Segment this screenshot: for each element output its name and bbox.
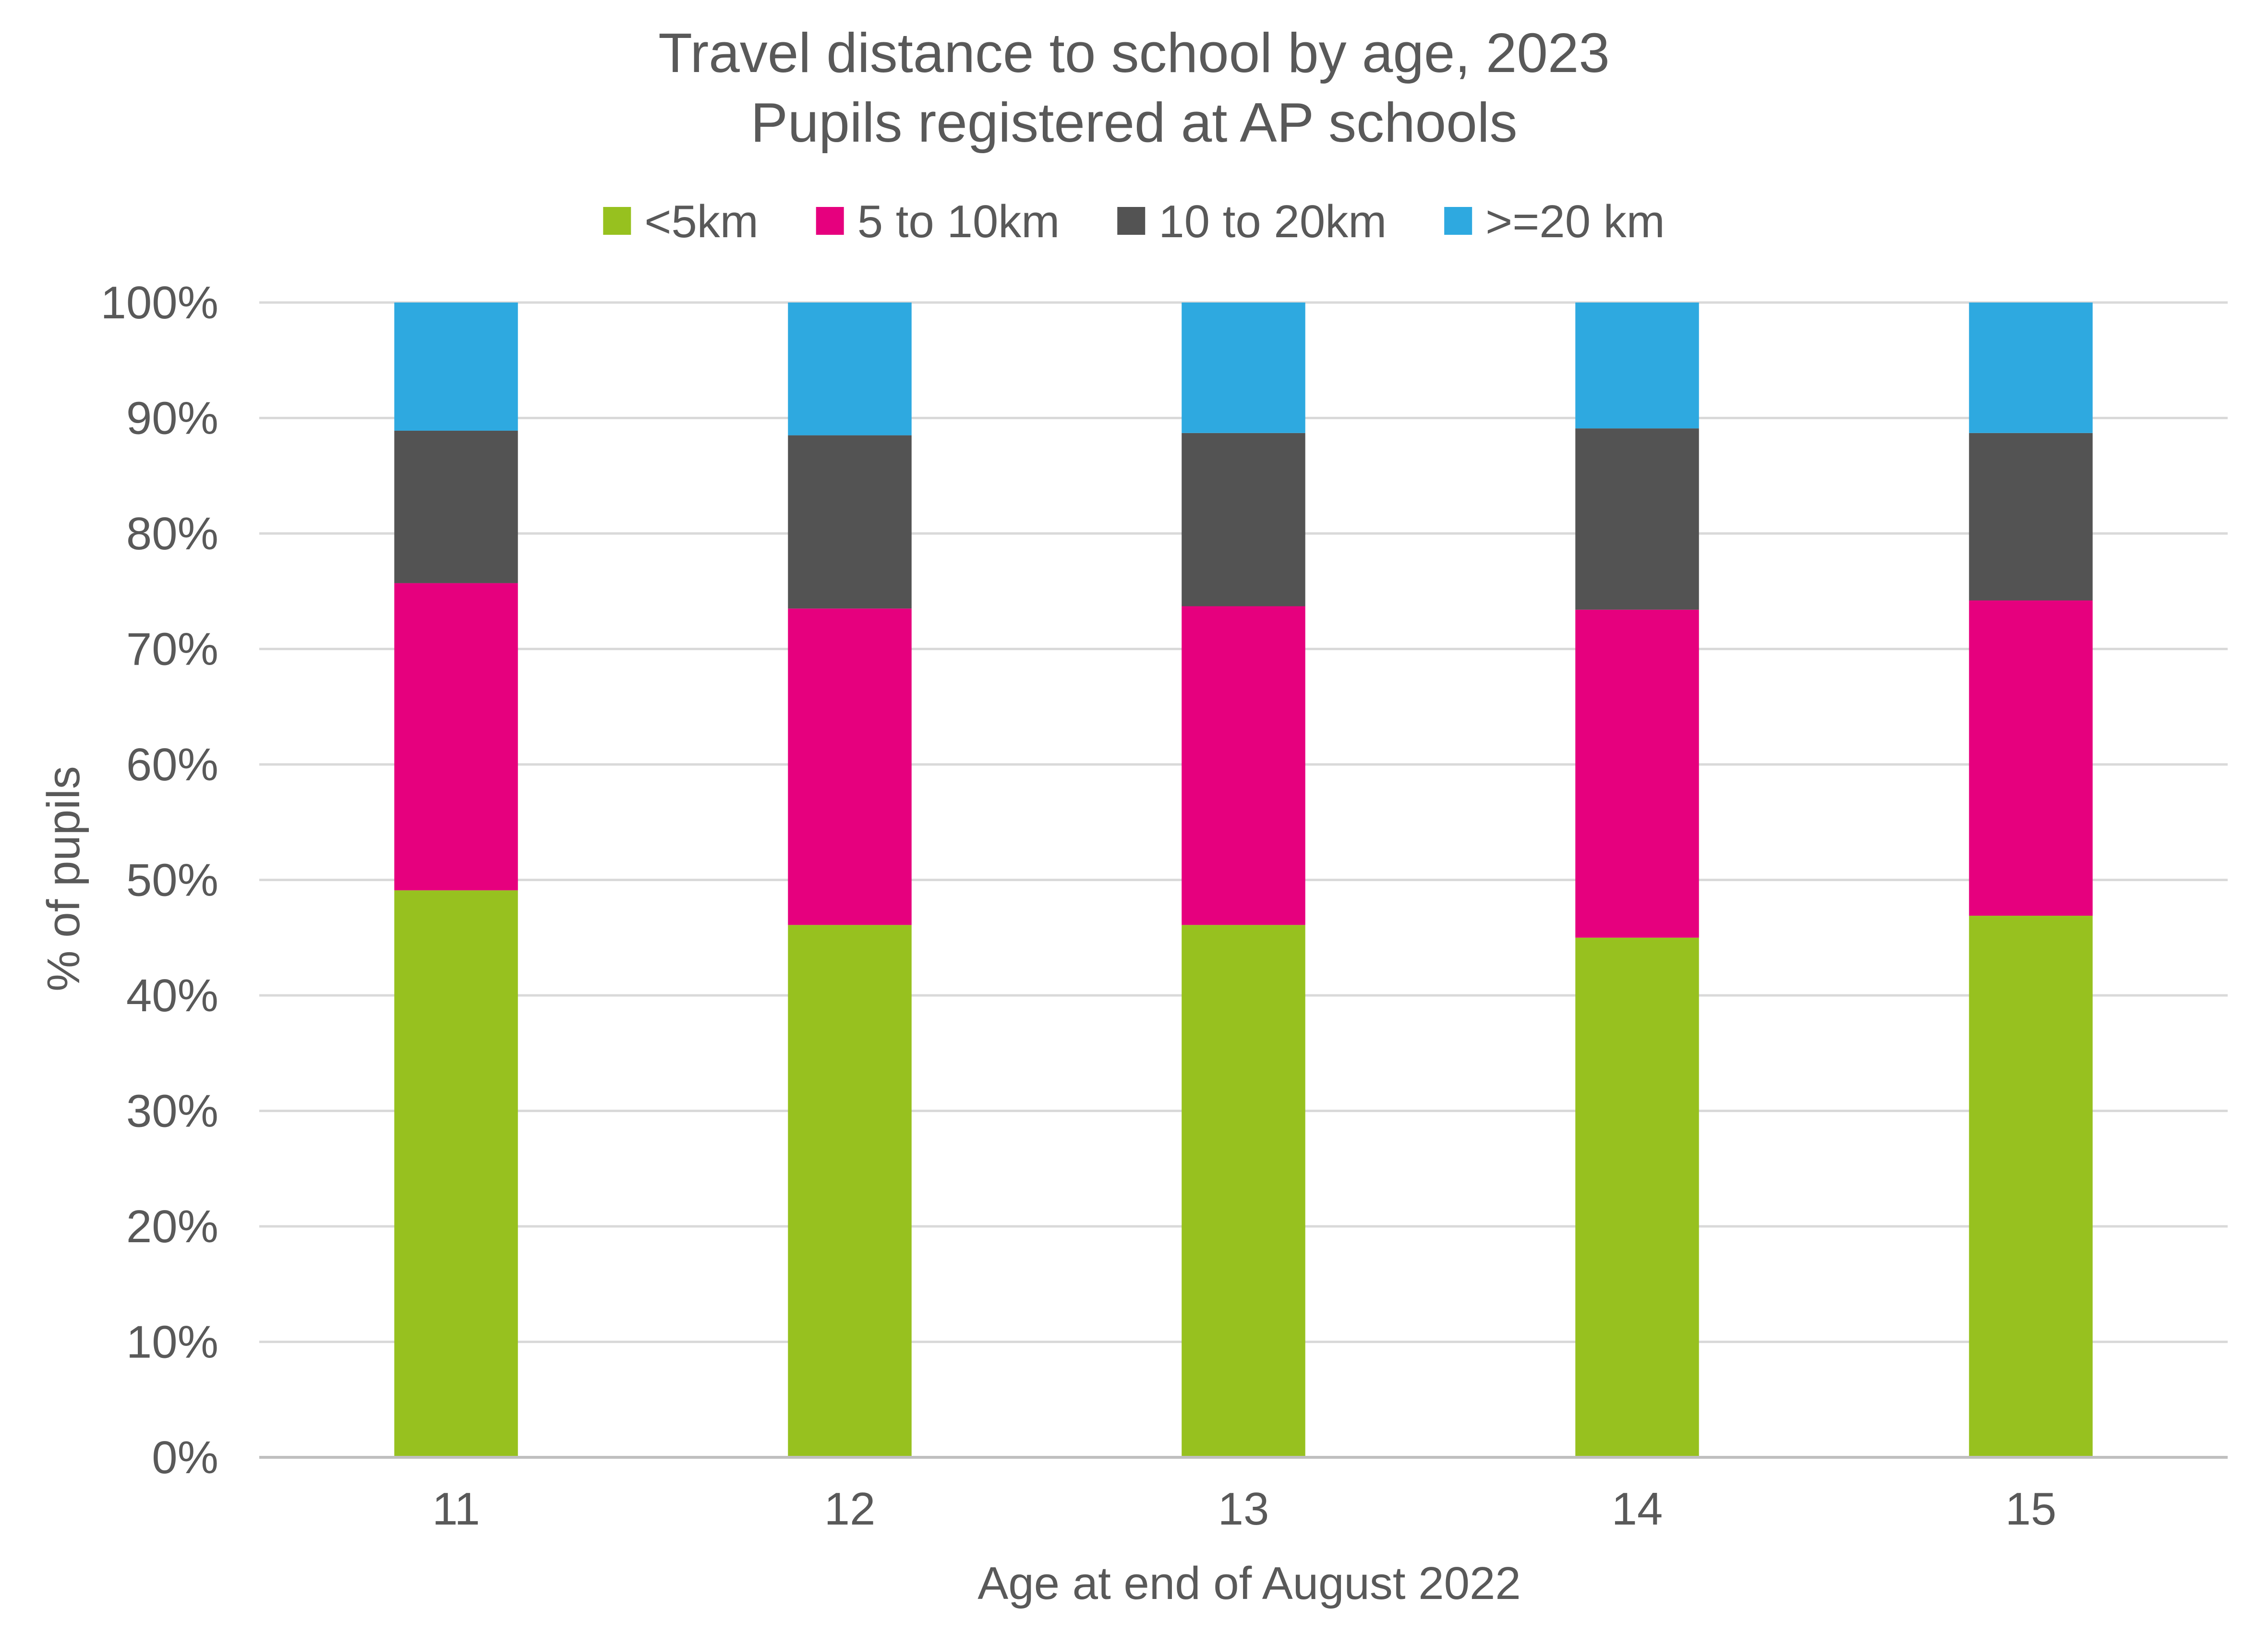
x-tick-label: 14: [1612, 1483, 1663, 1535]
chart-subtitle: Pupils registered at AP schools: [751, 91, 1518, 154]
x-tick-label: 12: [824, 1483, 876, 1535]
bar-segment: [788, 608, 912, 925]
legend-item: >=20 km: [1444, 196, 1665, 247]
y-tick-label: 0%: [152, 1432, 218, 1483]
bar-segment: [1969, 303, 2093, 433]
bar-segment: [1182, 303, 1305, 433]
y-tick-label: 50%: [126, 855, 218, 906]
legend-item: 5 to 10km: [816, 196, 1060, 247]
legend-swatch: [603, 207, 631, 235]
bar-segment: [1575, 937, 1699, 1457]
y-tick-label: 70%: [126, 624, 218, 675]
y-axis-label: % of pupils: [38, 766, 89, 992]
bar-segment: [1969, 916, 2093, 1457]
y-axis-tick-labels: 0% 10% 20% 30% 40% 50% 60% 70% 80% 90% 100%: [100, 277, 218, 1483]
x-tick-label: 11: [432, 1483, 480, 1535]
bar-segment: [1575, 428, 1699, 610]
legend-item: <5km: [603, 196, 759, 247]
x-tick-label: 15: [2005, 1483, 2057, 1535]
legend-swatch: [1444, 207, 1472, 235]
bar-segment: [1575, 303, 1699, 429]
legend-label: >=20 km: [1485, 196, 1665, 247]
y-tick-label: 100%: [100, 277, 218, 328]
bar-segment: [788, 303, 912, 436]
bar-segment: [394, 303, 518, 431]
bar-segment: [1575, 609, 1699, 938]
legend-item: 10 to 20km: [1117, 196, 1387, 247]
y-tick-label: 10%: [126, 1317, 218, 1368]
y-tick-label: 40%: [126, 970, 218, 1021]
legend-label: 5 to 10km: [857, 196, 1060, 247]
y-tick-label: 90%: [126, 393, 218, 444]
legend-label: 10 to 20km: [1158, 196, 1387, 247]
bar-segment: [788, 925, 912, 1457]
bar-segment: [1969, 600, 2093, 916]
y-tick-label: 60%: [126, 739, 218, 790]
bar-segment: [394, 890, 518, 1457]
y-tick-label: 80%: [126, 508, 218, 559]
bar-segment: [1969, 433, 2093, 601]
bars: [394, 303, 2093, 1457]
y-tick-label: 20%: [126, 1201, 218, 1252]
bar-segment: [1182, 433, 1305, 606]
legend-label: <5km: [644, 196, 758, 247]
y-tick-label: 30%: [126, 1086, 218, 1137]
legend: <5km 5 to 10km 10 to 20km >=20 km: [603, 196, 1665, 247]
legend-swatch: [1117, 207, 1146, 235]
bar-segment: [788, 435, 912, 609]
bar-segment: [394, 430, 518, 583]
bar-segment: [1182, 606, 1305, 925]
x-tick-label: 13: [1218, 1483, 1269, 1535]
x-axis-tick-labels: 11 12 13 14 15: [432, 1483, 2056, 1535]
chart-title: Travel distance to school by age, 2023: [658, 22, 1610, 84]
bar-segment: [1182, 925, 1305, 1457]
legend-swatch: [816, 207, 844, 235]
bar-segment: [394, 583, 518, 891]
x-axis-label: Age at end of August 2022: [977, 1558, 1521, 1609]
